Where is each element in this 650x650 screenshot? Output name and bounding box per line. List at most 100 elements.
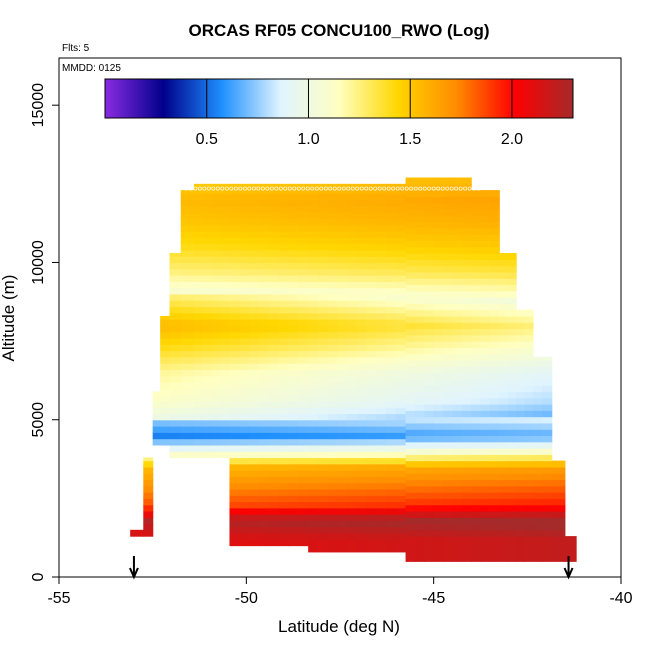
heatmap-cell (356, 337, 368, 345)
heatmap-cell (405, 271, 416, 279)
heatmap-cell (356, 419, 368, 427)
heatmap-cell (489, 227, 500, 235)
heatmap-cell (452, 422, 463, 430)
heatmap-cell (229, 319, 240, 326)
heatmap-cell (327, 312, 338, 320)
heatmap-cell (524, 347, 534, 355)
heatmap-cell (452, 366, 463, 374)
heatmap-cell (532, 466, 543, 474)
heatmap-cell (395, 205, 407, 213)
heatmap-cell (480, 473, 491, 481)
heatmap-cell (258, 243, 270, 251)
heatmap-cell (288, 413, 299, 421)
heatmap-cell (180, 212, 195, 220)
heatmap-cell (395, 463, 407, 471)
heatmap-cell (337, 312, 348, 320)
heatmap-cell (152, 400, 161, 408)
heatmap-cell (433, 190, 444, 197)
heatmap-cell (524, 454, 534, 462)
heatmap-cell (278, 495, 290, 503)
heatmap-cell (268, 407, 280, 415)
heatmap-cell (337, 539, 348, 547)
heatmap-cell (433, 510, 444, 518)
heatmap-cell (278, 539, 290, 547)
heatmap-cell (532, 359, 543, 367)
heatmap-cell (395, 243, 407, 251)
heatmap-cell (489, 410, 500, 418)
heatmap-cell (308, 501, 319, 509)
heatmap-cell (366, 520, 377, 528)
heatmap-cell (480, 353, 491, 361)
heatmap-cell (507, 366, 517, 374)
heatmap-cell (239, 306, 250, 314)
heatmap-cell (169, 325, 182, 333)
heatmap-cell (193, 444, 204, 452)
heatmap-cell (443, 410, 453, 418)
heatmap-cell (258, 482, 270, 490)
heatmap-cell (308, 444, 319, 452)
heatmap-cell (532, 536, 543, 543)
heatmap-cell (337, 444, 348, 452)
heatmap-cell (288, 476, 299, 484)
heatmap-cell (386, 287, 397, 295)
heatmap-cell (532, 441, 543, 449)
heatmap-cell (433, 246, 444, 254)
heatmap-cell (516, 485, 526, 493)
heatmap-cell (395, 363, 407, 370)
heatmap-cell (366, 482, 377, 490)
heatmap-cell (143, 479, 154, 487)
heatmap-cell (152, 438, 161, 446)
heatmap-cell (424, 554, 435, 562)
heatmap-cell (461, 460, 472, 468)
heatmap-cell (249, 407, 260, 415)
heatmap-cell (288, 293, 299, 301)
heatmap-cell (211, 363, 222, 370)
heatmap-cell (452, 215, 463, 223)
heatmap-cell (471, 429, 482, 437)
heatmap-cell (337, 306, 348, 314)
heatmap-cell (386, 344, 397, 352)
heatmap-cell (489, 234, 500, 242)
heatmap-cell (308, 451, 319, 459)
heatmap-cell (480, 435, 491, 443)
heatmap-cell (202, 275, 213, 282)
heatmap-cell (542, 454, 553, 462)
heatmap-cell (564, 548, 577, 556)
heatmap-cell (180, 243, 195, 251)
heatmap-cell (239, 268, 250, 276)
heatmap-cell (461, 221, 472, 229)
heatmap-cell (278, 463, 290, 471)
heatmap-cell (202, 419, 213, 427)
heatmap-cell (524, 378, 534, 386)
heatmap-cell (229, 249, 240, 257)
heatmap-cell (278, 532, 290, 540)
heatmap-cell (249, 231, 260, 238)
heatmap-cell (288, 312, 299, 320)
heatmap-cell (337, 526, 348, 534)
heatmap-cell (239, 293, 250, 301)
heatmap-cell (461, 234, 472, 242)
heatmap-cell (169, 337, 182, 345)
heatmap-cell (461, 309, 472, 317)
heatmap-cell (499, 290, 509, 298)
heatmap-cell (524, 479, 534, 487)
heatmap-cell (308, 476, 319, 484)
heatmap-cell (308, 186, 319, 194)
heatmap-cell (202, 243, 213, 251)
heatmap-cell (308, 312, 319, 320)
heatmap-cell (317, 337, 329, 345)
heatmap-cell (516, 429, 526, 437)
heatmap-cell (376, 363, 387, 370)
heatmap-cell (433, 479, 444, 487)
heatmap-cell (258, 532, 270, 540)
direction-arrows (129, 556, 574, 580)
heatmap-cell (202, 438, 213, 446)
heatmap-cell (507, 498, 517, 506)
heatmap-cell (317, 457, 329, 465)
heatmap-cell (395, 249, 407, 257)
heatmap-cell (347, 419, 358, 427)
heatmap-cell (443, 366, 453, 374)
heatmap-cell (424, 510, 435, 518)
heatmap-cell (229, 256, 240, 264)
heatmap-cell (193, 199, 204, 207)
